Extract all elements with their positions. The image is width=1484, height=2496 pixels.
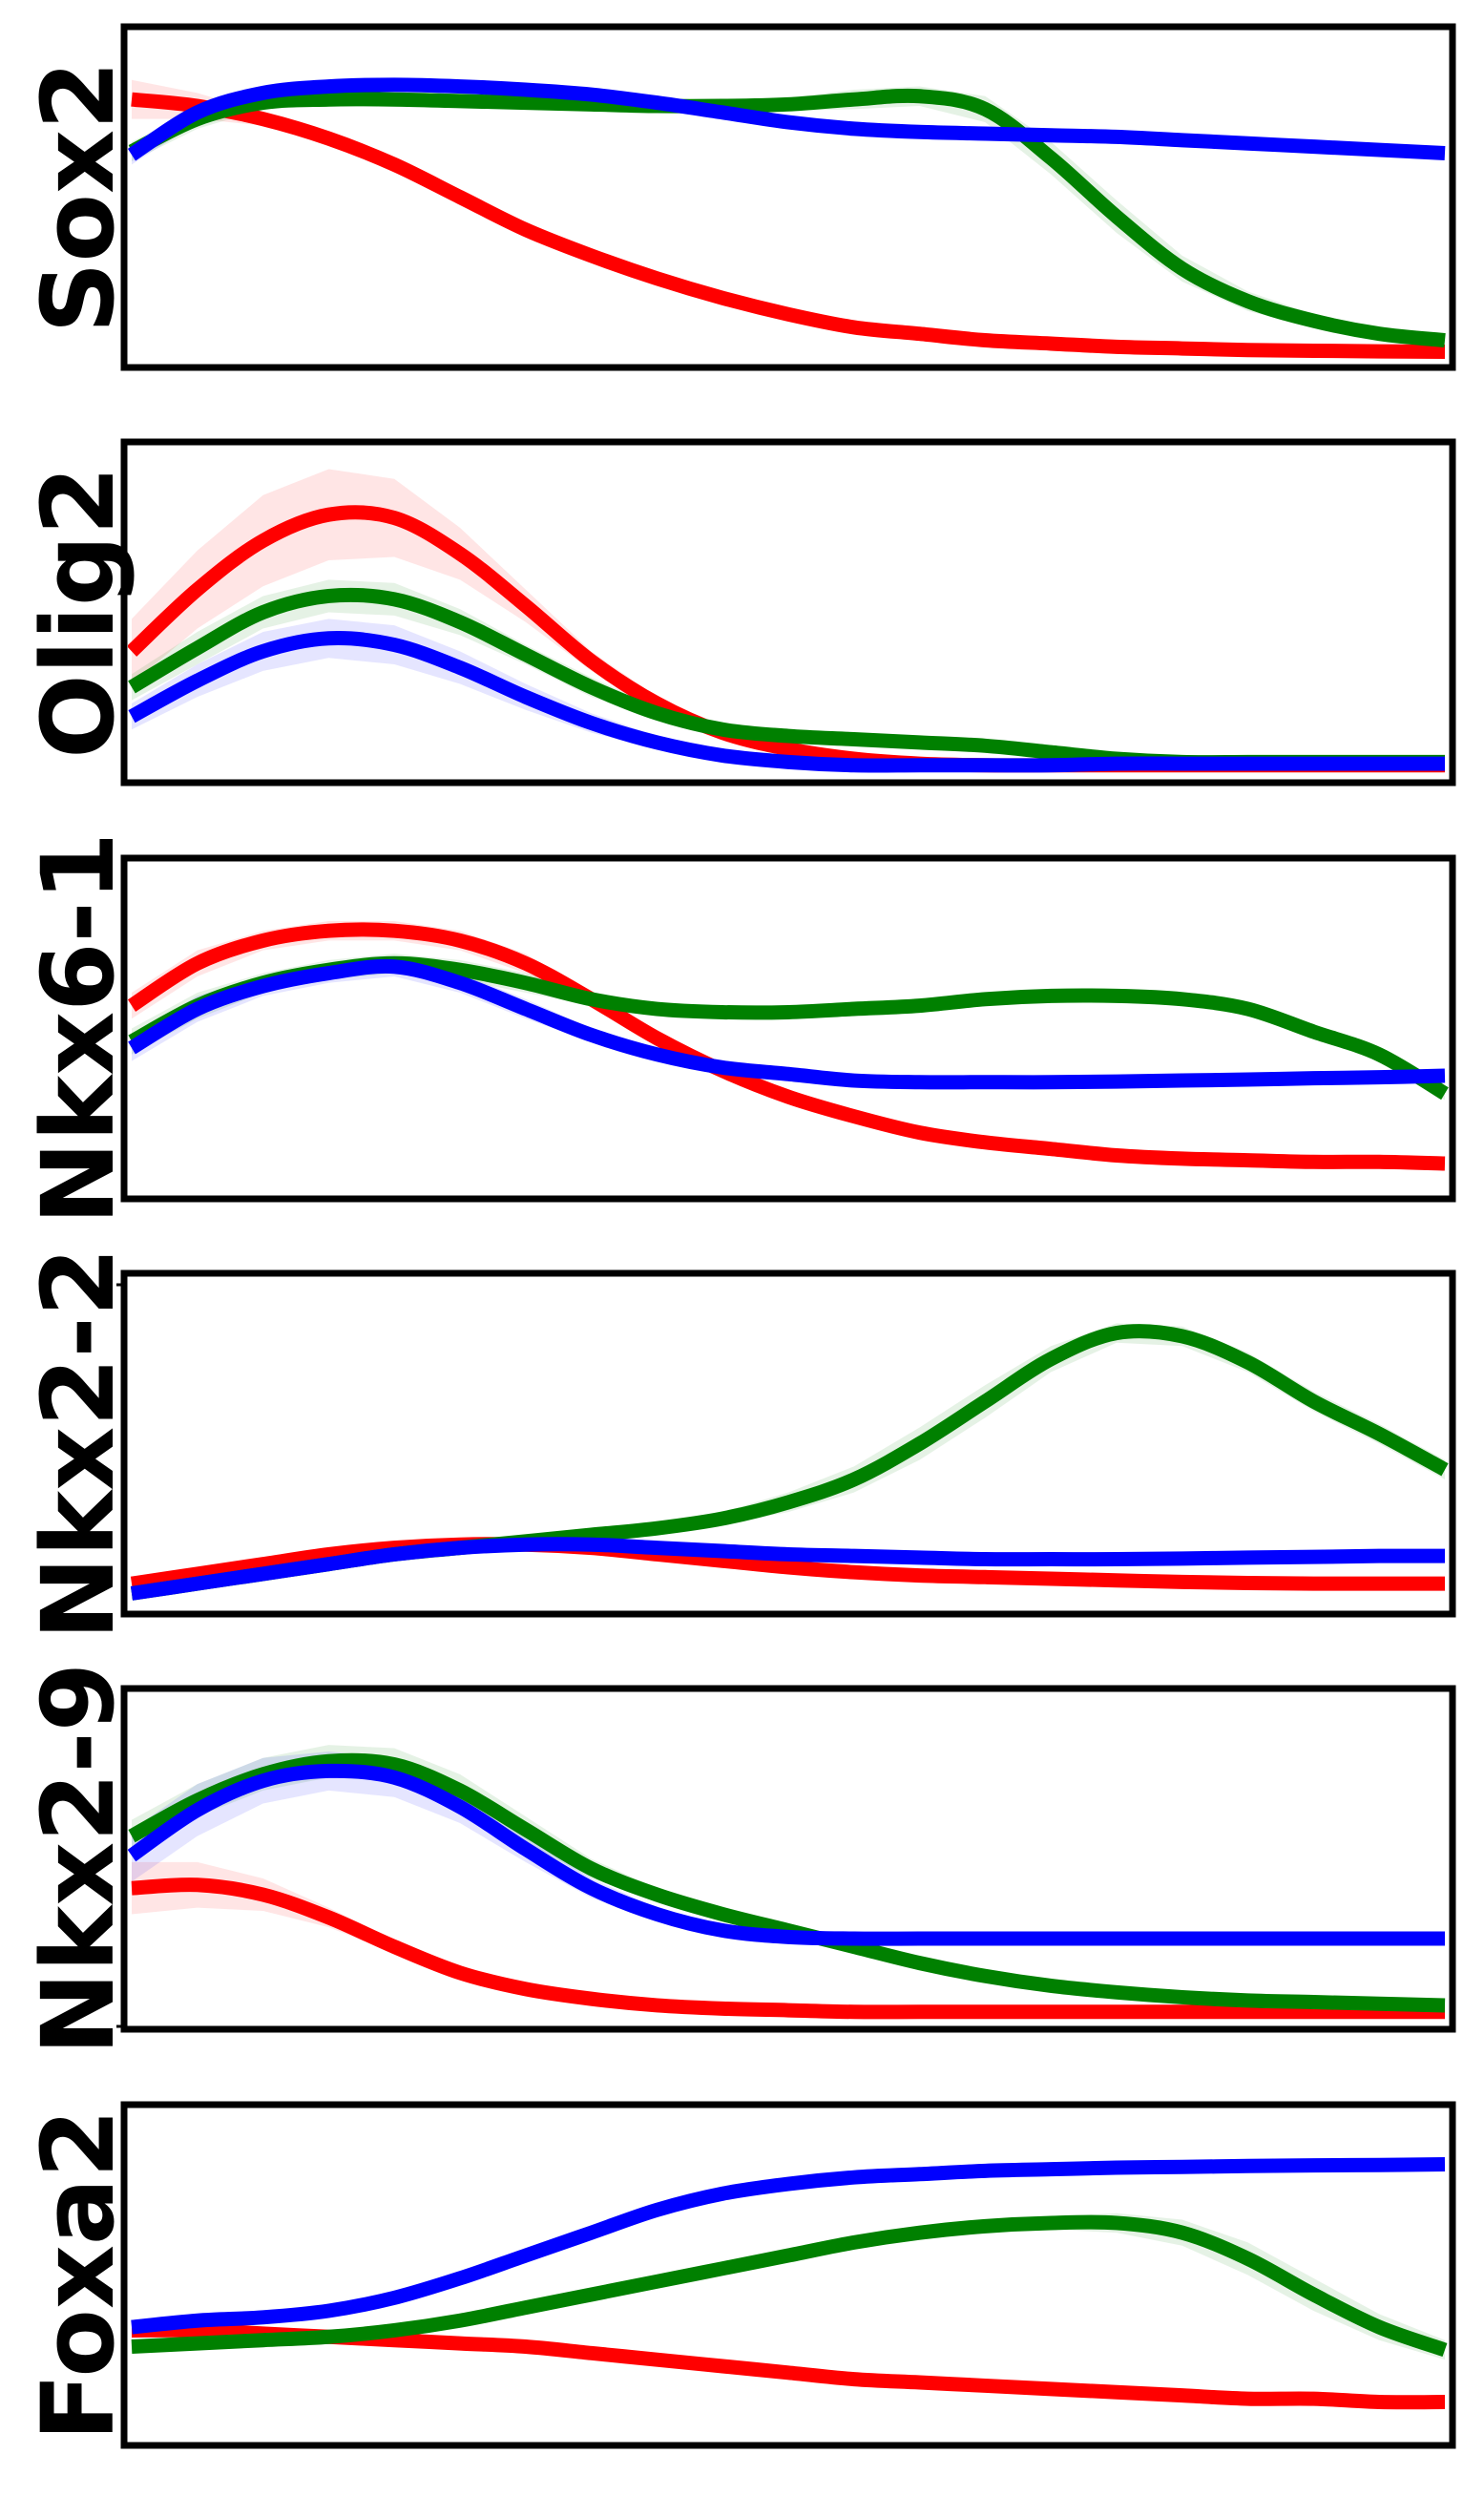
- panel-nkx6-1: Nkx6-1: [20, 832, 1453, 1225]
- panel-olig2: Olig2: [20, 442, 1453, 783]
- y-axis-label: Nkx2-2: [20, 1248, 136, 1640]
- panel-foxa2: Foxa2: [20, 2105, 1453, 2445]
- panel-sox2: Sox2: [20, 27, 1453, 367]
- panel-nkx2-9: Nkx2-9: [20, 1663, 1453, 2055]
- y-axis-label: Sox2: [20, 61, 136, 334]
- plot-frame: [124, 858, 1453, 1199]
- y-axis-label: Foxa2: [20, 2109, 136, 2442]
- y-axis-label: Olig2: [20, 466, 136, 759]
- y-axis-label: Nkx6-1: [20, 832, 136, 1225]
- y-axis-label: Nkx2-9: [20, 1663, 136, 2055]
- panel-nkx2-2: Nkx2-2: [20, 1248, 1453, 1640]
- plot-frame: [124, 1688, 1453, 2029]
